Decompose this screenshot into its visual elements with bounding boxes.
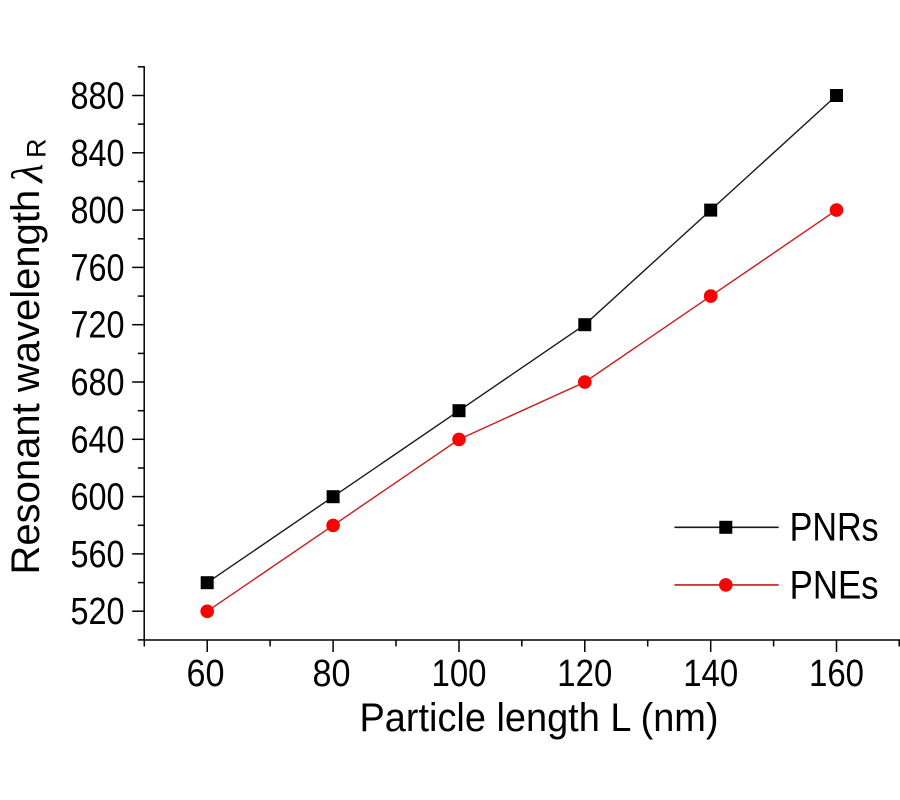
svg-text:120: 120 xyxy=(557,653,612,695)
svg-text:880: 880 xyxy=(71,76,125,118)
svg-text:Resonant wavelength λ: Resonant wavelength λ xyxy=(3,164,52,575)
svg-text:720: 720 xyxy=(71,305,125,347)
svg-text:100: 100 xyxy=(432,653,487,695)
svg-text:800: 800 xyxy=(71,190,125,232)
svg-text:R: R xyxy=(21,139,51,159)
svg-text:60: 60 xyxy=(187,653,225,695)
svg-text:80: 80 xyxy=(313,653,351,695)
svg-text:160: 160 xyxy=(809,653,864,695)
svg-text:560: 560 xyxy=(71,534,125,576)
svg-text:520: 520 xyxy=(71,591,125,633)
svg-text:760: 760 xyxy=(71,247,125,289)
svg-text:840: 840 xyxy=(71,133,125,175)
svg-text:PNEs: PNEs xyxy=(790,564,879,608)
svg-text:PNRs: PNRs xyxy=(790,506,879,550)
svg-text:Particle length L (nm): Particle length L (nm) xyxy=(360,696,719,740)
svg-text:640: 640 xyxy=(71,419,125,461)
svg-text:680: 680 xyxy=(71,362,125,404)
svg-text:600: 600 xyxy=(71,477,125,519)
svg-text:140: 140 xyxy=(683,653,738,695)
